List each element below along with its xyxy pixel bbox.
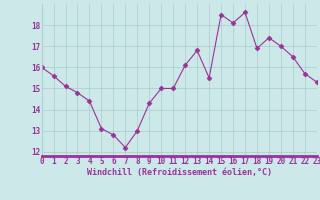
X-axis label: Windchill (Refroidissement éolien,°C): Windchill (Refroidissement éolien,°C)	[87, 168, 272, 177]
